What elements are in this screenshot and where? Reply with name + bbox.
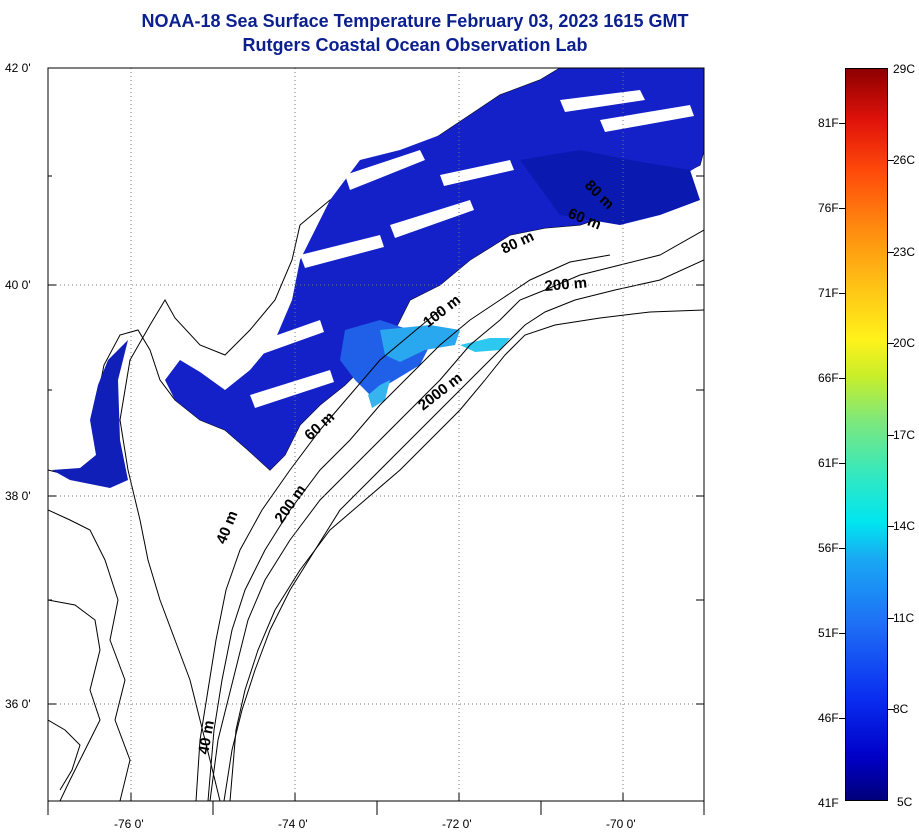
colorbar-f-label: 71F xyxy=(818,286,839,300)
colorbar-tick xyxy=(888,435,894,436)
colorbar-c-label: 11C xyxy=(893,611,915,625)
colorbar-c-label: 17C xyxy=(893,428,916,442)
colorbar-c-label: 20C xyxy=(893,336,916,350)
lon-label-74: -74 0' xyxy=(278,817,308,831)
colorbar-f-label: 51F xyxy=(818,626,839,640)
colorbar-tick xyxy=(839,293,845,294)
colorbar-tick xyxy=(888,709,894,710)
lon-label-70: -70 0' xyxy=(606,817,636,831)
colorbar-f-label: 41F xyxy=(818,796,839,810)
colorbar-tick xyxy=(888,343,894,344)
colorbar-f-label: 46F xyxy=(818,711,839,725)
colorbar-f-label: 61F xyxy=(818,456,839,470)
colorbar-c-label: 8C xyxy=(893,702,909,716)
contour-label: 100 m xyxy=(420,292,464,332)
colorbar-f-label: 81F xyxy=(818,116,839,130)
cloud-gaps xyxy=(235,90,694,408)
lon-label-76: -76 0' xyxy=(114,817,144,831)
colorbar-tick xyxy=(839,463,845,464)
contour-label: 40 m xyxy=(195,719,218,756)
sst-warm-patch xyxy=(380,325,460,362)
colorbar-f-label: 76F xyxy=(818,201,839,215)
lat-label-42: 42 0' xyxy=(5,61,31,75)
colorbar-tick xyxy=(839,718,845,719)
axis-ticks xyxy=(47,67,705,815)
colorbar-tick xyxy=(839,633,845,634)
colorbar-tick xyxy=(839,378,845,379)
sst-warm-filament xyxy=(460,338,510,352)
colorbar-f-label: 56F xyxy=(818,541,839,555)
lat-label-36: 36 0' xyxy=(5,697,31,711)
lat-label-38: 38 0' xyxy=(5,489,31,503)
contour-label: 200 m xyxy=(544,274,588,295)
map-subtitle: Rutgers Coastal Ocean Observation Lab xyxy=(242,35,588,55)
map-frame xyxy=(47,67,705,802)
colorbar-c-label: 5C xyxy=(897,795,913,809)
colorbar-tick xyxy=(888,618,894,619)
graticule xyxy=(48,68,704,801)
colorbar-c-label: 26C xyxy=(893,153,916,167)
colorbar-tick xyxy=(888,252,894,253)
contour-label: 40 m xyxy=(213,508,242,546)
lat-label-40: 40 0' xyxy=(5,278,31,292)
colorbar-c-label: 14C xyxy=(893,519,916,533)
sst-warm-streak xyxy=(368,380,390,408)
sst-darker-shelf xyxy=(520,150,700,225)
sst-bay-water xyxy=(52,340,128,488)
map-title: NOAA-18 Sea Surface Temperature February… xyxy=(141,11,689,31)
colorbar-tick xyxy=(888,526,894,527)
temperature-colorbar xyxy=(845,68,888,801)
colorbar-tick xyxy=(839,548,845,549)
colorbar-f-label: 66F xyxy=(818,371,839,385)
colorbar-c-label: 29C xyxy=(893,62,916,76)
colorbar-tick xyxy=(839,208,845,209)
colorbar-tick xyxy=(888,160,894,161)
bathymetry-contours xyxy=(195,229,704,801)
colorbar-c-label: 23C xyxy=(893,245,916,259)
estuary-outlines xyxy=(48,509,131,801)
lon-label-72: -72 0' xyxy=(442,817,472,831)
colorbar-tick xyxy=(839,123,845,124)
